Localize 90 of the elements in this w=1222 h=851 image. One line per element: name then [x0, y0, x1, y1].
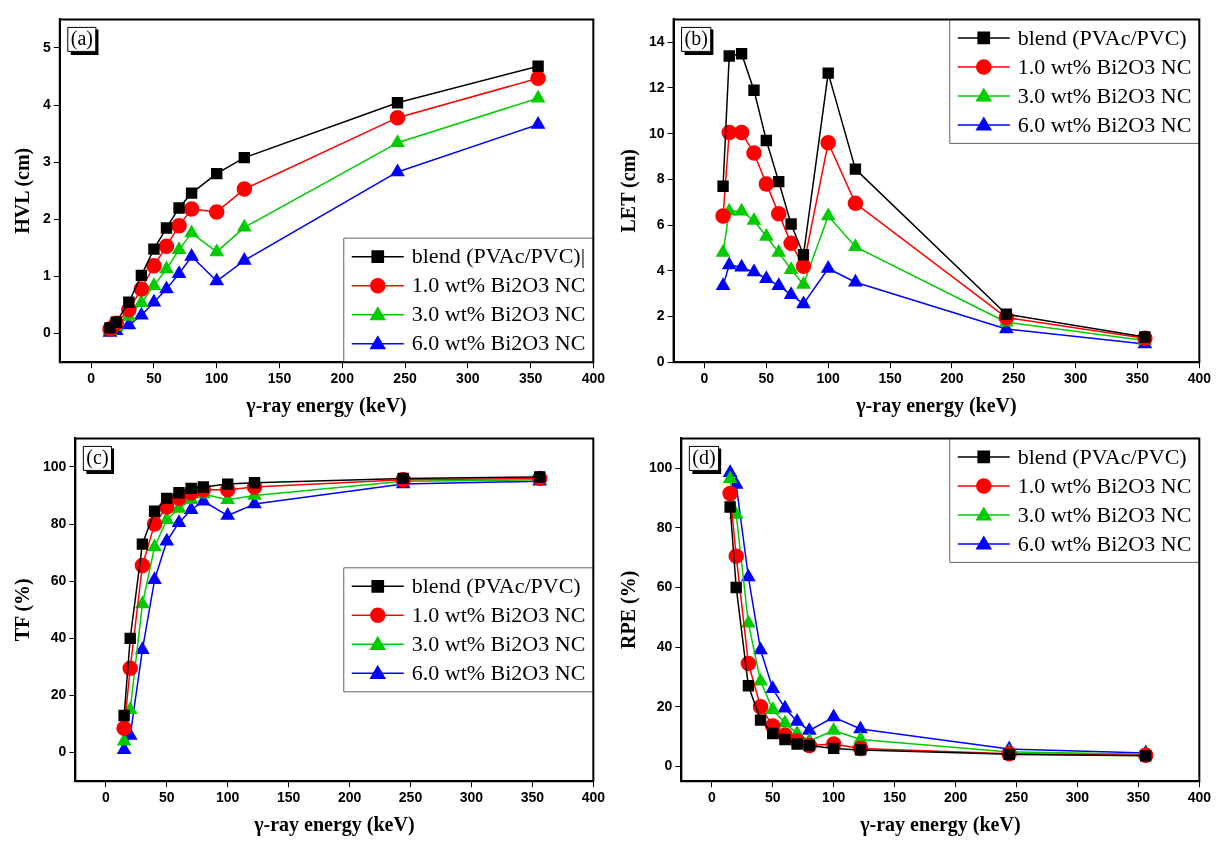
x-tick-label: 350 — [1125, 370, 1150, 387]
legend-label: 1.0 wt% Bi2O3 NC — [1017, 53, 1192, 79]
legend-label: 6.0 wt% Bi2O3 NC — [411, 660, 586, 686]
x-tick-label: 150 — [276, 789, 301, 806]
x-tick-label: 50 — [158, 789, 175, 806]
x-axis-title: γ-ray energy (keV) — [245, 394, 407, 418]
x-tick-label: 0 — [87, 370, 96, 387]
y-tick-label: 60 — [50, 572, 67, 589]
y-tick-label: 12 — [648, 78, 665, 95]
annotation: (a) — [70, 26, 93, 50]
y-tick-label: 10 — [648, 124, 665, 141]
x-tick-label: 100 — [216, 789, 240, 806]
x-tick-label: 50 — [758, 370, 775, 387]
x-tick-label: 400 — [581, 789, 606, 806]
x-tick-label: 400 — [1187, 789, 1212, 806]
legend-label: blend (PVAc/PVC) — [1017, 443, 1187, 469]
legend-label: 6.0 wt% Bi2O3 NC — [1017, 530, 1192, 556]
y-axis-title: HVL (cm) — [11, 147, 35, 234]
y-tick-label: 8 — [656, 170, 665, 187]
y-tick-label: 0 — [664, 757, 673, 774]
y-tick-label: 100 — [649, 459, 673, 476]
y-tick-label: 4 — [656, 261, 665, 278]
legend-label: 3.0 wt% Bi2O3 NC — [411, 301, 586, 327]
x-tick-label: 100 — [816, 370, 841, 387]
legend-label: 3.0 wt% Bi2O3 NC — [1017, 501, 1192, 527]
legend-label: 6.0 wt% Bi2O3 NC — [1017, 111, 1192, 137]
y-tick-label: 0 — [656, 353, 665, 370]
annotation: (c) — [86, 445, 109, 469]
legend-label: 1.0 wt% Bi2O3 NC — [1017, 472, 1192, 498]
x-tick-label: 0 — [707, 789, 716, 806]
y-tick-label: 60 — [656, 578, 673, 595]
x-tick-label: 50 — [764, 789, 781, 806]
y-tick-label: 6 — [656, 215, 665, 232]
x-tick-label: 350 — [520, 789, 545, 806]
x-tick-label: 300 — [1063, 370, 1088, 387]
y-tick-label: 2 — [656, 307, 665, 324]
x-tick-label: 300 — [1065, 789, 1090, 806]
y-tick-label: 2 — [42, 210, 51, 227]
x-tick-label: 300 — [456, 370, 480, 387]
x-tick-label: 50 — [146, 370, 162, 387]
y-axis-title: RPE (%) — [617, 570, 641, 649]
x-tick-label: 0 — [101, 789, 110, 806]
x-tick-label: 200 — [337, 789, 362, 806]
x-tick-label: 400 — [581, 370, 606, 387]
y-tick-label: 1 — [42, 267, 51, 284]
x-tick-label: 250 — [393, 370, 417, 387]
y-tick-label: 40 — [656, 637, 673, 654]
x-tick-label: 300 — [459, 789, 484, 806]
x-tick-label: 100 — [205, 370, 229, 387]
x-axis-title: γ-ray energy (keV) — [253, 813, 415, 837]
y-tick-label: 40 — [50, 629, 67, 646]
y-axis-title: LET (cm) — [617, 149, 641, 233]
legend-label: 1.0 wt% Bi2O3 NC — [411, 602, 586, 628]
x-tick-label: 250 — [1004, 789, 1029, 806]
annotation: (b) — [684, 26, 708, 50]
y-tick-label: 4 — [42, 95, 51, 112]
x-tick-label: 150 — [882, 789, 907, 806]
x-tick-label: 350 — [518, 370, 543, 387]
x-axis-title: γ-ray energy (keV) — [855, 394, 1017, 418]
x-tick-label: 200 — [940, 370, 964, 387]
x-axis-title: γ-ray energy (keV) — [859, 813, 1021, 837]
y-tick-label: 80 — [50, 514, 67, 531]
x-tick-label: 100 — [822, 789, 846, 806]
x-tick-label: 0 — [700, 370, 709, 387]
x-tick-label: 250 — [1002, 370, 1026, 387]
y-tick-label: 80 — [656, 518, 673, 535]
x-tick-label: 150 — [267, 370, 292, 387]
legend-label: 1.0 wt% Bi2O3 NC — [411, 272, 586, 298]
x-tick-label: 250 — [398, 789, 423, 806]
legend-label: 3.0 wt% Bi2O3 NC — [411, 631, 586, 657]
legend-label: blend (PVAc/PVC) — [1017, 24, 1187, 50]
y-tick-label: 100 — [43, 457, 67, 474]
legend-label: blend (PVAc/PVC) — [411, 573, 581, 599]
x-tick-label: 200 — [330, 370, 355, 387]
x-tick-label: 350 — [1126, 789, 1151, 806]
x-tick-label: 150 — [878, 370, 902, 387]
y-tick-label: 20 — [50, 686, 67, 703]
y-tick-label: 0 — [58, 743, 67, 760]
x-tick-label: 400 — [1187, 370, 1212, 387]
legend-label: blend (PVAc/PVC)| — [411, 243, 586, 269]
y-axis-title: TF (%) — [11, 578, 35, 642]
legend-label: 3.0 wt% Bi2O3 NC — [1017, 82, 1192, 108]
y-tick-label: 3 — [42, 153, 51, 170]
y-tick-label: 5 — [42, 38, 51, 55]
legend-label: 6.0 wt% Bi2O3 NC — [411, 330, 586, 356]
y-tick-label: 14 — [648, 33, 665, 50]
annotation: (d) — [692, 445, 716, 469]
y-tick-label: 0 — [42, 324, 51, 341]
y-tick-label: 20 — [656, 697, 673, 714]
x-tick-label: 200 — [943, 789, 968, 806]
